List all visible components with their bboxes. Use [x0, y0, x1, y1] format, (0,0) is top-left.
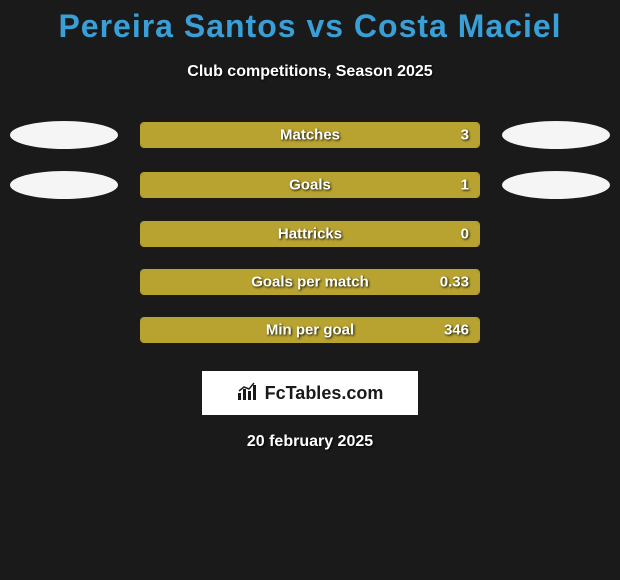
stat-label: Hattricks: [278, 226, 342, 243]
infographic-container: Pereira Santos vs Costa Maciel Club comp…: [0, 0, 620, 451]
stat-bar: Goals per match 0.33: [140, 269, 480, 295]
left-ellipse: [10, 171, 118, 199]
stat-value: 1: [461, 177, 469, 194]
page-subtitle: Club competitions, Season 2025: [0, 63, 620, 81]
stat-label: Min per goal: [266, 322, 354, 339]
stat-bar: Matches 3: [140, 122, 480, 148]
stat-label: Goals: [289, 177, 331, 194]
right-ellipse: [502, 121, 610, 149]
stat-row: Hattricks 0: [0, 221, 620, 247]
stat-bar: Min per goal 346: [140, 317, 480, 343]
stat-label: Matches: [280, 127, 340, 144]
stat-row: Goals per match 0.33: [0, 269, 620, 295]
stat-value: 0.33: [440, 274, 469, 291]
bar-chart-icon: [237, 381, 259, 406]
right-ellipse: [502, 171, 610, 199]
logo-text: FcTables.com: [265, 383, 384, 404]
stat-label: Goals per match: [251, 274, 369, 291]
stat-bar: Goals 1: [140, 172, 480, 198]
stat-row: Matches 3: [0, 121, 620, 149]
date-text: 20 february 2025: [0, 433, 620, 451]
logo-box: FcTables.com: [202, 371, 418, 415]
stat-value: 346: [444, 322, 469, 339]
stat-row: Min per goal 346: [0, 317, 620, 343]
stat-row: Goals 1: [0, 171, 620, 199]
page-title: Pereira Santos vs Costa Maciel: [0, 8, 620, 45]
left-ellipse: [10, 121, 118, 149]
stats-list: Matches 3 Goals 1 Hattricks 0 Goals per match 0…: [0, 121, 620, 343]
stat-value: 3: [461, 127, 469, 144]
stat-bar: Hattricks 0: [140, 221, 480, 247]
stat-value: 0: [461, 226, 469, 243]
